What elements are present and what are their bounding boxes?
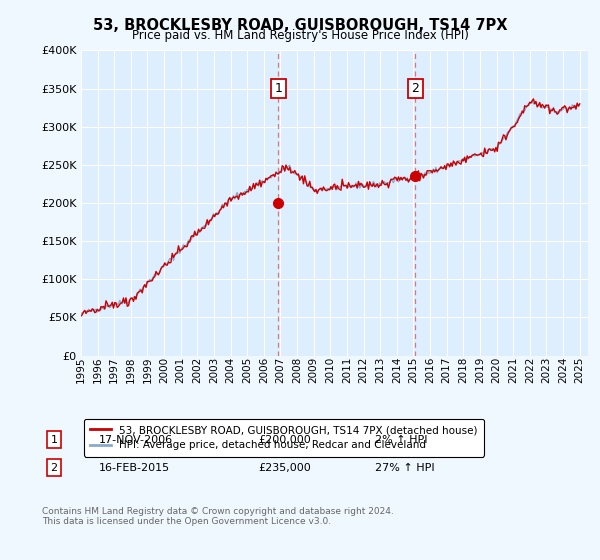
Text: 2% ↑ HPI: 2% ↑ HPI	[375, 435, 427, 445]
Legend: 53, BROCKLESBY ROAD, GUISBOROUGH, TS14 7PX (detached house), HPI: Average price,: 53, BROCKLESBY ROAD, GUISBOROUGH, TS14 7…	[83, 419, 484, 456]
Text: 16-FEB-2015: 16-FEB-2015	[99, 463, 170, 473]
Text: 27% ↑ HPI: 27% ↑ HPI	[375, 463, 434, 473]
Text: 1: 1	[50, 435, 58, 445]
Text: £235,000: £235,000	[258, 463, 311, 473]
Text: Contains HM Land Registry data © Crown copyright and database right 2024.
This d: Contains HM Land Registry data © Crown c…	[42, 507, 394, 526]
Text: £200,000: £200,000	[258, 435, 311, 445]
Text: 53, BROCKLESBY ROAD, GUISBOROUGH, TS14 7PX: 53, BROCKLESBY ROAD, GUISBOROUGH, TS14 7…	[93, 18, 507, 33]
Text: Price paid vs. HM Land Registry's House Price Index (HPI): Price paid vs. HM Land Registry's House …	[131, 29, 469, 42]
Text: 2: 2	[50, 463, 58, 473]
Text: 1: 1	[275, 82, 283, 95]
Text: 2: 2	[412, 82, 419, 95]
Text: 17-NOV-2006: 17-NOV-2006	[99, 435, 173, 445]
